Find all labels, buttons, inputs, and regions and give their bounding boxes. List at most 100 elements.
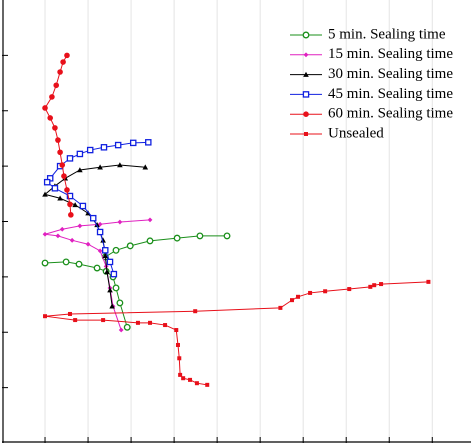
marker (43, 314, 48, 319)
marker (53, 82, 60, 89)
marker (118, 327, 124, 333)
marker (368, 284, 373, 289)
marker (60, 59, 66, 65)
marker (308, 290, 313, 295)
marker (145, 139, 152, 146)
marker (66, 155, 74, 162)
marker (193, 309, 198, 314)
marker (72, 202, 78, 208)
marker (104, 269, 110, 275)
marker (194, 381, 199, 386)
marker (75, 260, 83, 268)
marker (178, 372, 183, 377)
marker (163, 323, 168, 328)
marker (102, 247, 109, 254)
marker (100, 237, 106, 243)
marker (296, 294, 301, 299)
marker (94, 222, 100, 228)
marker (86, 146, 94, 154)
marker (148, 320, 153, 325)
marker (379, 282, 384, 287)
marker (107, 287, 113, 293)
marker (106, 258, 114, 266)
marker (142, 164, 149, 170)
marker (117, 219, 123, 225)
legend-label: Unsealed (328, 125, 384, 141)
marker (64, 187, 70, 193)
series-line (46, 141, 149, 275)
marker (77, 167, 83, 173)
legend-label: 45 min. Sealing time (328, 86, 453, 102)
series-line (43, 164, 146, 307)
legend-marker (304, 132, 308, 136)
marker (196, 232, 204, 240)
marker (97, 164, 103, 170)
marker (57, 69, 63, 75)
marker (223, 232, 231, 240)
marker (116, 299, 124, 307)
marker (51, 185, 59, 192)
marker (126, 242, 134, 250)
marker (93, 264, 101, 272)
marker (59, 162, 66, 168)
marker (57, 149, 63, 156)
marker (42, 105, 48, 111)
marker (426, 279, 431, 284)
marker (66, 192, 74, 200)
marker (117, 162, 123, 168)
marker (97, 248, 103, 254)
marker (57, 195, 63, 201)
marker (47, 115, 53, 121)
marker (101, 318, 106, 323)
marker (109, 303, 115, 309)
marker (49, 94, 55, 100)
marker (129, 139, 137, 147)
marker (41, 259, 49, 267)
marker (147, 217, 153, 223)
marker (62, 258, 70, 266)
marker (42, 191, 48, 197)
marker (347, 287, 352, 292)
legend-label: 5 min. Sealing time (328, 26, 446, 42)
series-line (44, 281, 429, 386)
marker (112, 284, 120, 292)
marker (76, 150, 84, 158)
marker (55, 233, 61, 239)
marker (43, 178, 51, 186)
marker (85, 241, 91, 247)
marker (77, 223, 83, 229)
marker (89, 214, 97, 222)
marker (67, 311, 72, 316)
marker (59, 226, 65, 232)
marker (290, 298, 295, 303)
marker (135, 320, 140, 325)
marker (181, 376, 186, 381)
marker (55, 137, 61, 143)
marker (174, 328, 179, 333)
legend-label: 30 min. Sealing time (328, 66, 453, 82)
marker (123, 323, 131, 331)
marker (114, 141, 122, 149)
marker (42, 231, 48, 237)
marker (173, 234, 181, 242)
marker (64, 52, 70, 59)
marker (110, 270, 118, 278)
marker (146, 237, 154, 245)
marker (278, 305, 283, 310)
marker (69, 237, 75, 243)
legend-marker (302, 91, 310, 98)
marker (205, 382, 210, 387)
legend-label: 15 min. Sealing time (328, 46, 453, 62)
legend-label: 60 min. Sealing time (328, 106, 453, 122)
marker (68, 212, 74, 218)
marker (102, 253, 109, 259)
legend-marker (302, 31, 310, 39)
legend-marker (303, 71, 309, 77)
marker (67, 201, 73, 208)
marker (175, 342, 180, 347)
marker (79, 202, 87, 210)
marker (323, 289, 328, 294)
marker (372, 283, 377, 288)
marker (96, 228, 104, 236)
